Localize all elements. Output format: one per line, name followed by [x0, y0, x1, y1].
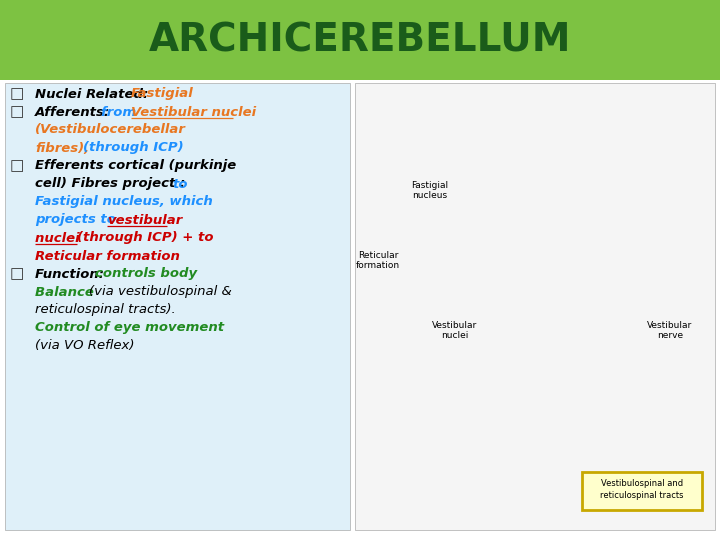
Text: □: □ [10, 86, 24, 102]
Text: □: □ [10, 105, 24, 119]
Text: (through ICP) + to: (through ICP) + to [77, 232, 213, 245]
Text: (Vestibulocerebellar: (Vestibulocerebellar [35, 124, 186, 137]
Text: Vestibular nuclei: Vestibular nuclei [131, 105, 256, 118]
Bar [0, 0, 720, 80]
Text: nerve: nerve [657, 330, 683, 340]
Text: Function:: Function: [35, 267, 109, 280]
Text: controls body: controls body [95, 267, 197, 280]
Text: nuclei: nuclei [441, 330, 469, 340]
Text: Reticular formation: Reticular formation [35, 249, 180, 262]
Text: projects to: projects to [35, 213, 120, 226]
Text: ARCHICEREBELLUM: ARCHICEREBELLUM [149, 21, 571, 59]
Text: Balance: Balance [35, 286, 103, 299]
Text: reticulospinal tracts).: reticulospinal tracts). [35, 303, 176, 316]
Text: cell) Fibres project :: cell) Fibres project : [35, 178, 190, 191]
Text: nuclei: nuclei [35, 232, 84, 245]
Text: Fastigial nucleus, which: Fastigial nucleus, which [35, 195, 212, 208]
Text: □: □ [10, 159, 24, 173]
Bar [355, 83, 715, 530]
Text: vestibular: vestibular [107, 213, 182, 226]
Text: Reticular: Reticular [358, 251, 398, 260]
Text: Control of eye movement: Control of eye movement [35, 321, 224, 334]
Text: □: □ [10, 267, 24, 281]
Text: Nuclei Related:: Nuclei Related: [35, 87, 153, 100]
Text: (via vestibulospinal &: (via vestibulospinal & [89, 286, 232, 299]
Text: reticulospinal tracts: reticulospinal tracts [600, 491, 684, 501]
Text: Fastigial: Fastigial [411, 180, 449, 190]
Bar [5, 83, 350, 530]
Text: fibres),: fibres), [35, 141, 89, 154]
Text: Afferents:: Afferents: [35, 105, 114, 118]
Text: Vestibular: Vestibular [647, 321, 693, 329]
Text: Fastigial: Fastigial [131, 87, 194, 100]
Text: Vestibular: Vestibular [433, 321, 477, 329]
Bar [582, 472, 702, 510]
Text: formation: formation [356, 260, 400, 269]
Text: Efferents cortical (purkinje: Efferents cortical (purkinje [35, 159, 236, 172]
Text: Vestibulospinal and: Vestibulospinal and [601, 480, 683, 489]
Text: (through ICP): (through ICP) [83, 141, 184, 154]
Text: nucleus: nucleus [413, 191, 448, 199]
Text: (via VO Reflex): (via VO Reflex) [35, 340, 135, 353]
Text: to: to [173, 178, 188, 191]
Text: from: from [101, 105, 140, 118]
